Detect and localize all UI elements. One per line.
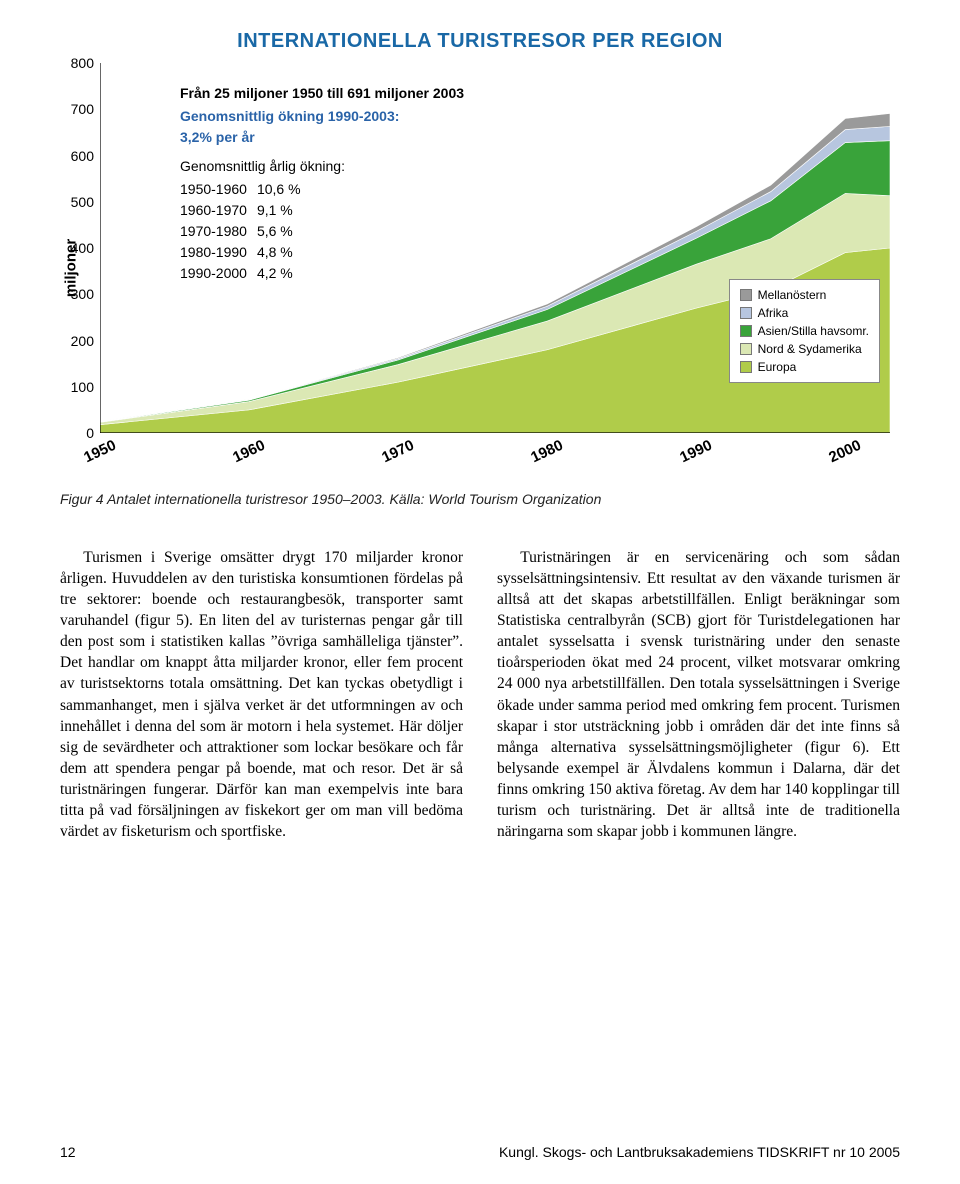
- y-tick-label: 0: [86, 425, 94, 441]
- publication-line: Kungl. Skogs- och Lantbruksakademiens TI…: [499, 1144, 900, 1160]
- figure-caption: Figur 4 Antalet internationella turistre…: [60, 491, 900, 507]
- x-tick-label: 2000: [827, 437, 864, 467]
- chart-legend: MellanösternAfrikaAsien/Stilla havsomr.N…: [729, 279, 880, 383]
- y-tick-label: 700: [71, 101, 94, 117]
- paragraph-right: Turistnäringen är en servicenäring och s…: [497, 547, 900, 842]
- y-tick-label: 400: [71, 240, 94, 256]
- x-tick-label: 1990: [678, 437, 715, 467]
- page-number: 12: [60, 1144, 76, 1160]
- paragraph-left: Turismen i Sverige omsätter drygt 170 mi…: [60, 547, 463, 842]
- page-footer: 12 Kungl. Skogs- och Lantbruksakademiens…: [60, 1144, 900, 1160]
- y-tick-label: 500: [71, 194, 94, 210]
- x-tick-label: 1970: [379, 437, 416, 467]
- x-tick-label: 1980: [528, 437, 565, 467]
- chart-annotation: Från 25 miljoner 1950 till 691 miljoner …: [180, 83, 464, 284]
- chart-container: miljoner 0100200300400500600700800195019…: [60, 63, 900, 473]
- legend-item: Mellanöstern: [740, 286, 869, 304]
- legend-item: Asien/Stilla havsomr.: [740, 322, 869, 340]
- legend-item: Nord & Sydamerika: [740, 340, 869, 358]
- y-tick-label: 200: [71, 333, 94, 349]
- body-text: Turismen i Sverige omsätter drygt 170 mi…: [60, 547, 900, 842]
- chart-title: INTERNATIONELLA TURISTRESOR PER REGION: [60, 30, 900, 53]
- x-tick-label: 1960: [230, 437, 267, 467]
- y-tick-label: 100: [71, 379, 94, 395]
- x-tick-label: 1950: [81, 437, 118, 467]
- y-tick-label: 800: [71, 55, 94, 71]
- legend-item: Europa: [740, 358, 869, 376]
- legend-item: Afrika: [740, 304, 869, 322]
- y-tick-label: 300: [71, 286, 94, 302]
- y-tick-label: 600: [71, 148, 94, 164]
